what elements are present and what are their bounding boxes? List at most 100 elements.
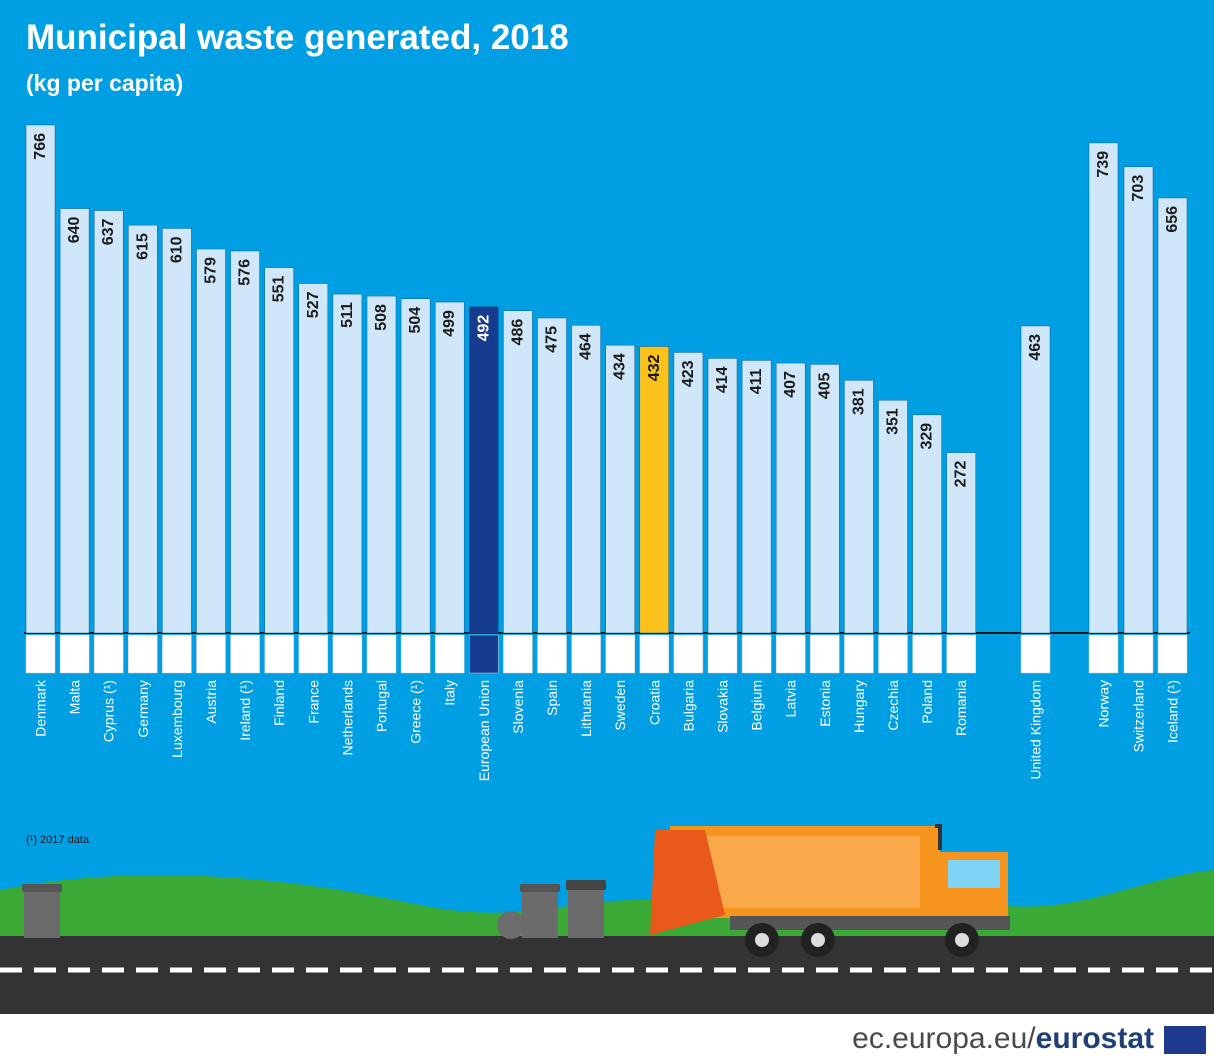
bar-iceland [1157, 197, 1188, 634]
trash-bin-icon [566, 880, 606, 938]
category-label-estonia: Estonia [817, 680, 833, 727]
flag-poland-icon [912, 634, 942, 674]
flag-lithuania-icon [571, 634, 601, 674]
bar-denmark [25, 124, 56, 634]
category-label-portugal: Portugal [374, 680, 390, 732]
value-label-romania: 272 [953, 461, 970, 488]
category-label-malta: Malta [67, 680, 83, 714]
source-domain: ec.europa.eu/ [852, 1022, 1036, 1055]
bar-slovakia [707, 358, 738, 634]
value-label-switzerland: 703 [1130, 175, 1147, 202]
flag-cyprus-icon [93, 634, 124, 674]
eu-flag-icon [1164, 1026, 1206, 1054]
chart-title: Municipal waste generated, 2018 [26, 18, 569, 57]
road-scene [0, 824, 1214, 1014]
category-label-greece: Greece (¹) [408, 680, 424, 744]
flag-austria-icon [196, 634, 226, 674]
bar-estonia [810, 364, 840, 634]
category-label-latvia: Latvia [783, 680, 799, 718]
flag-norway-icon [1088, 634, 1119, 674]
bar-france [298, 283, 329, 634]
value-label-austria: 579 [203, 257, 220, 284]
bar-ireland [230, 250, 260, 634]
bar-slovenia [503, 310, 533, 634]
flag-denmark-icon [25, 634, 56, 674]
category-label-bulgaria: Bulgaria [680, 680, 696, 732]
footer: ec.europa.eu/eurostat [0, 1014, 1214, 1062]
value-label-malta: 640 [66, 216, 83, 243]
value-label-finland: 551 [271, 275, 288, 302]
category-label-italy: Italy [442, 680, 458, 706]
category-label-european-union: European Union [476, 680, 492, 781]
flag-netherlands-icon [332, 634, 363, 674]
category-label-united-kingdom: United Kingdom [1028, 680, 1044, 780]
category-label-spain: Spain [544, 680, 560, 716]
garbage-truck-icon [650, 824, 1010, 957]
bar-cyprus [93, 210, 124, 634]
flag-romania-icon [946, 634, 976, 674]
bar-belgium [741, 360, 772, 634]
bar-germany [128, 224, 158, 634]
flag-belgium-icon [741, 634, 772, 674]
bar-european-union [469, 306, 499, 634]
bar-luxembourg [162, 228, 192, 634]
flag-estonia-icon [810, 634, 840, 674]
value-label-ireland: 576 [237, 259, 254, 286]
value-label-bulgaria: 423 [680, 360, 697, 387]
bar-sweden [605, 344, 635, 634]
category-label-norway: Norway [1096, 680, 1112, 727]
category-label-switzerland: Switzerland [1131, 680, 1147, 752]
bar-chart: 766 640 637 615 610 579 576 551 527 511 508 504 499 4… [0, 124, 1214, 1014]
value-label-hungary: 381 [850, 388, 867, 415]
bar-bulgaria [673, 352, 704, 634]
flag-latvia-icon [775, 634, 806, 674]
value-label-iceland: 656 [1164, 206, 1181, 233]
bar-greece [400, 298, 431, 634]
flag-hungary-icon [844, 634, 874, 674]
category-label-iceland: Iceland (¹) [1165, 680, 1181, 743]
flag-croatia-icon [639, 634, 670, 674]
value-label-slovakia: 414 [714, 366, 731, 393]
bar-croatia [639, 346, 670, 634]
flag-malta-icon [59, 634, 90, 674]
category-label-austria: Austria [203, 680, 219, 724]
value-label-czechia: 351 [885, 408, 902, 435]
category-label-france: France [305, 680, 321, 724]
footnote: (¹) 2017 data [26, 834, 89, 846]
flag-spain-icon [537, 634, 567, 674]
bar-netherlands [332, 293, 363, 634]
value-label-croatia: 432 [646, 354, 663, 381]
flag-european-union-icon [469, 634, 499, 674]
value-label-spain: 475 [544, 326, 561, 353]
bar-italy [434, 301, 465, 634]
value-label-sweden: 434 [612, 353, 629, 380]
source-brand: eurostat [1035, 1022, 1154, 1055]
value-label-italy: 499 [441, 310, 458, 337]
value-label-greece: 504 [407, 307, 424, 334]
value-label-france: 527 [305, 291, 322, 318]
flag-iceland-icon [1157, 634, 1188, 674]
value-label-slovenia: 486 [509, 319, 526, 346]
category-label-belgium: Belgium [749, 680, 765, 731]
bar-lithuania [571, 325, 601, 634]
category-label-germany: Germany [135, 680, 151, 738]
value-label-united-kingdom: 463 [1027, 334, 1044, 361]
value-label-netherlands: 511 [339, 302, 356, 328]
bar-switzerland [1123, 166, 1154, 634]
flag-slovakia-icon [707, 634, 738, 674]
flag-germany-icon [128, 634, 158, 674]
value-label-denmark: 766 [32, 133, 49, 160]
chart-subtitle: (kg per capita) [26, 70, 184, 96]
grass-hills [0, 870, 1214, 940]
category-label-luxembourg: Luxembourg [169, 680, 185, 758]
flag-finland-icon [264, 634, 294, 674]
flag-luxembourg-icon [162, 634, 192, 674]
value-label-cyprus: 637 [100, 218, 117, 245]
bar-czechia [878, 399, 908, 634]
category-label-sweden: Sweden [612, 680, 628, 731]
value-label-lithuania: 464 [578, 333, 595, 360]
source-credit[interactable]: ec.europa.eu/eurostat [852, 1022, 1154, 1056]
category-label-croatia: Croatia [646, 680, 662, 725]
bar-hungary [844, 380, 874, 634]
